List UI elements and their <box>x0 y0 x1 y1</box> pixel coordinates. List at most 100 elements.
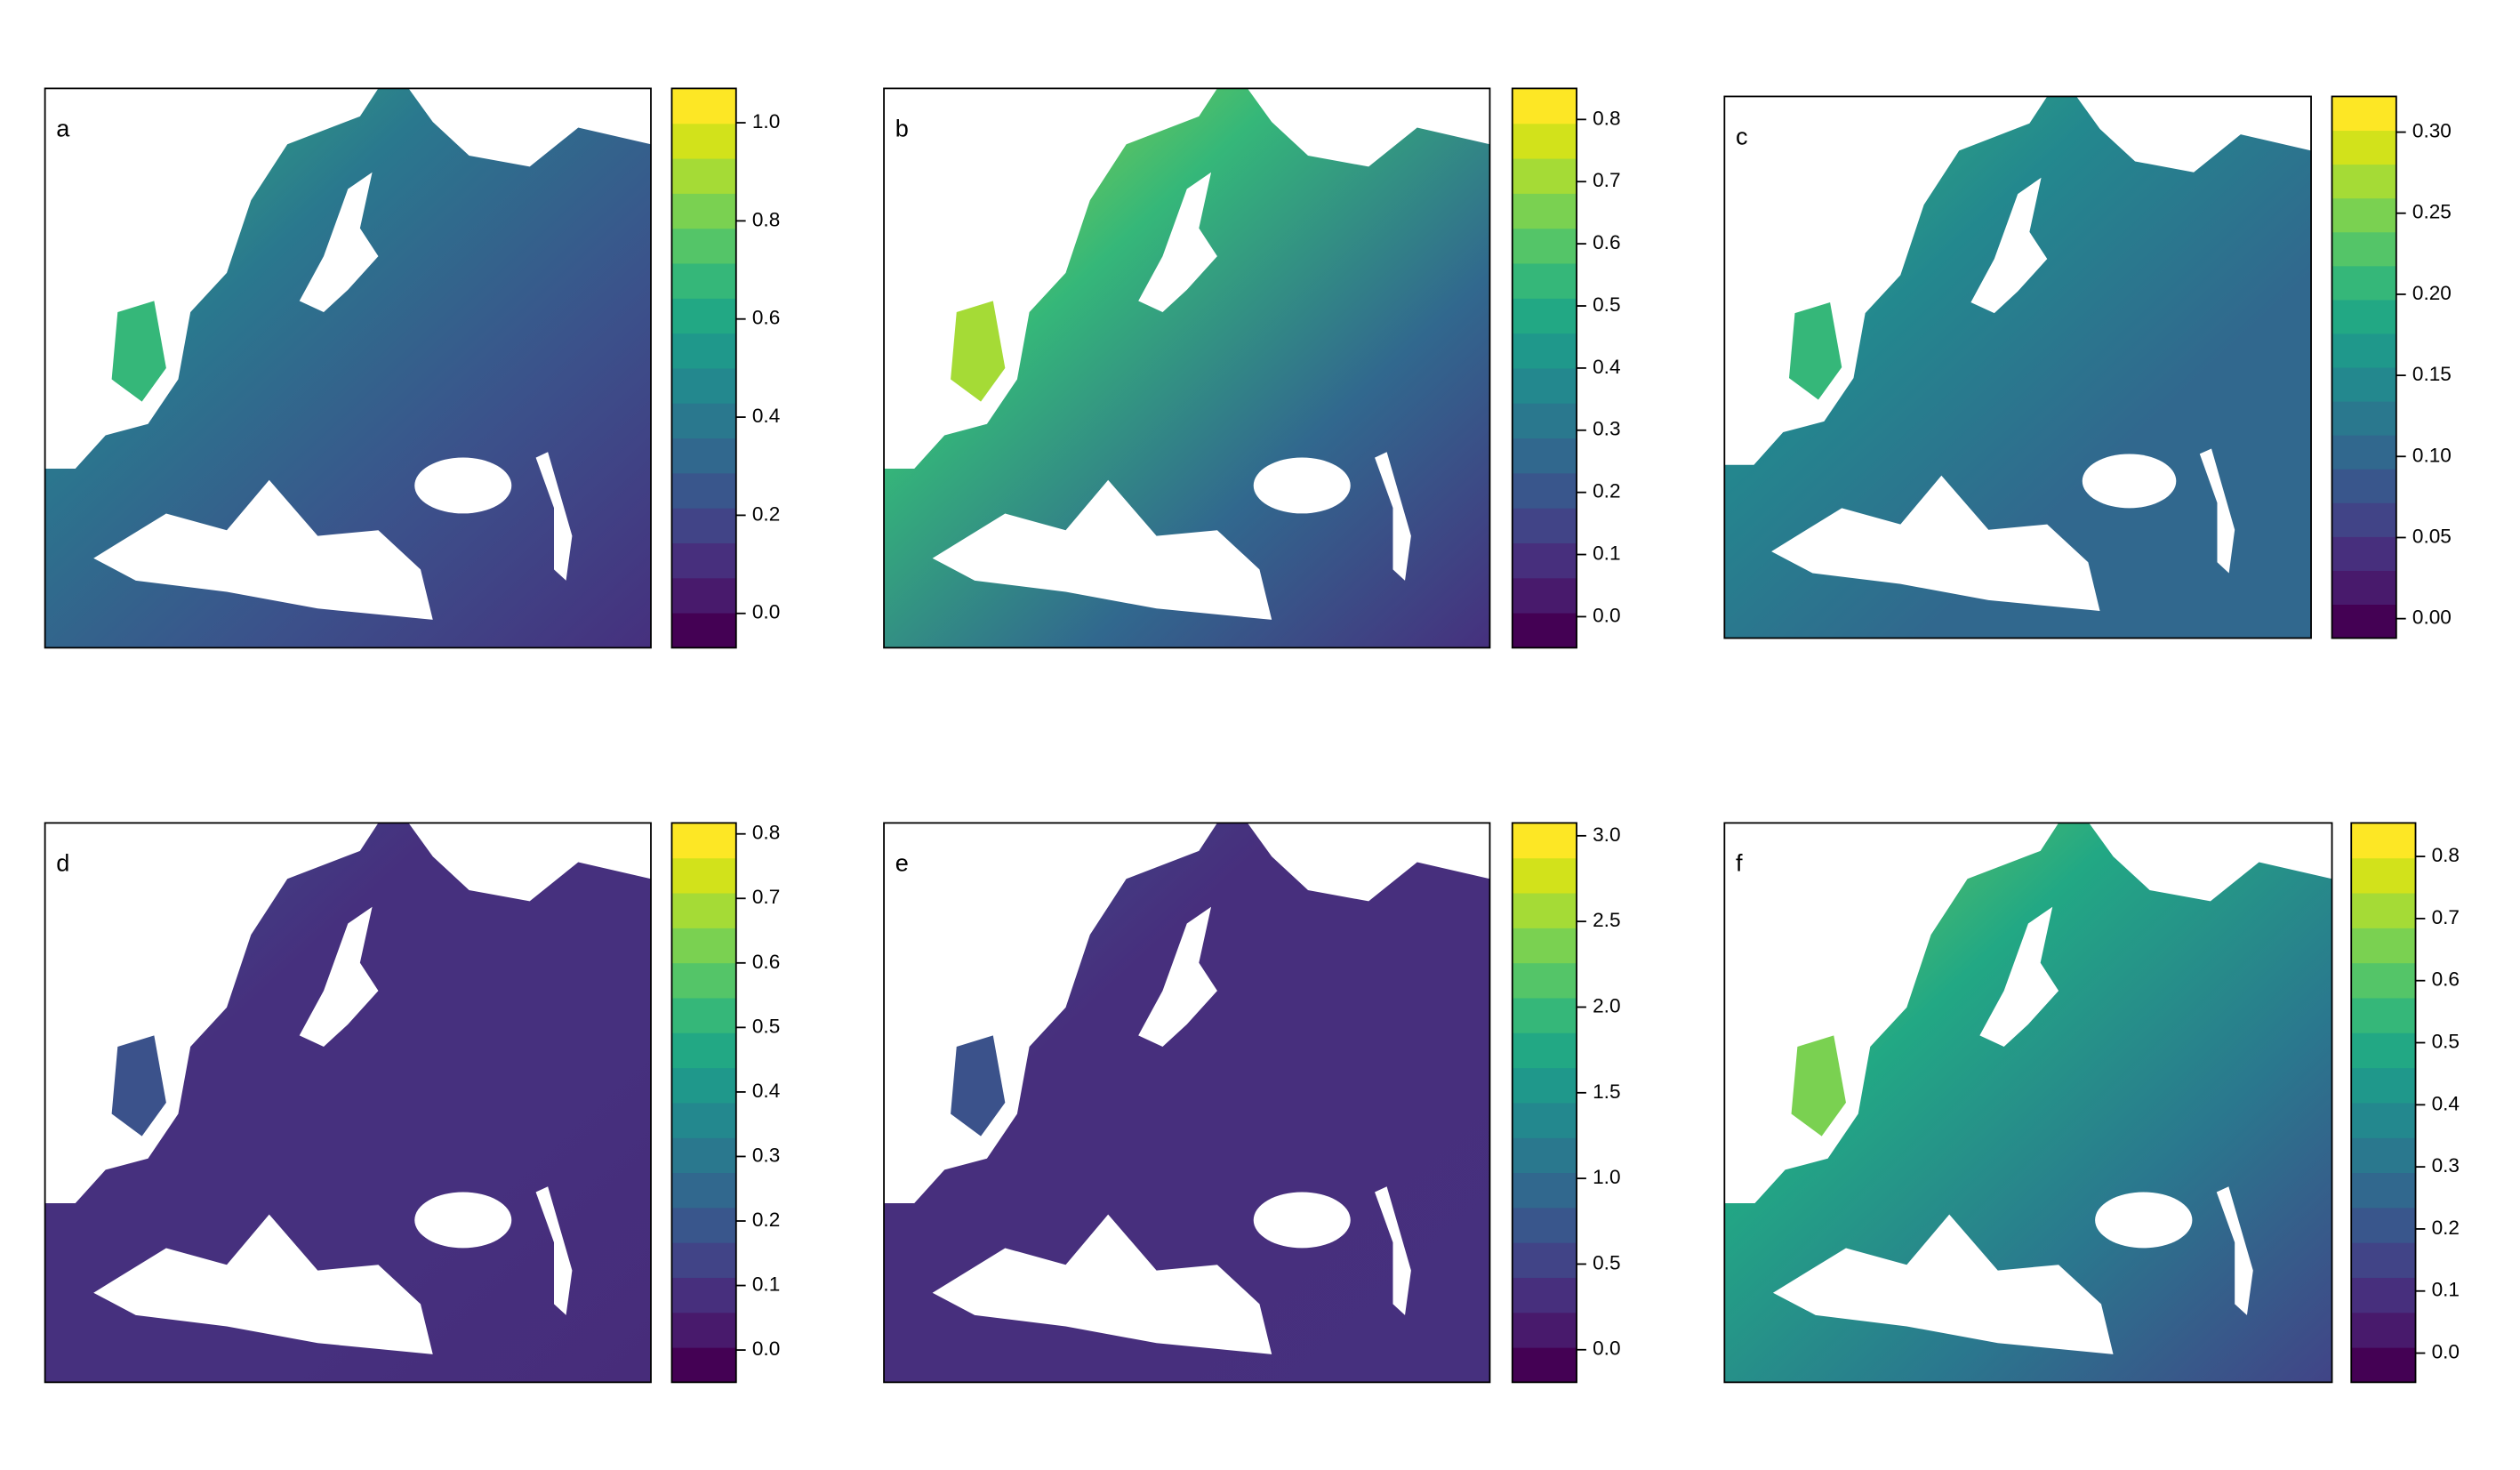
map-frame <box>883 822 1491 1384</box>
colorbar-band <box>2331 536 2396 571</box>
map-sea <box>408 823 651 902</box>
panel-label: b <box>895 115 909 142</box>
map-island <box>1788 301 1842 400</box>
tick-label: 2.0 <box>1593 994 1620 1016</box>
colorbar-band <box>671 438 736 474</box>
colorbar-band <box>671 1347 736 1383</box>
tick-label: 0.1 <box>752 1273 780 1296</box>
map-frame <box>44 822 652 1384</box>
tick-label: 1.5 <box>1593 1080 1620 1103</box>
colorbar-band <box>1512 367 1577 404</box>
colorbar-band <box>2331 231 2396 267</box>
colorbar-band <box>1512 298 1577 334</box>
colorbar-band <box>1512 577 1577 614</box>
tick-label: 2.5 <box>1593 909 1620 931</box>
tick-label: 0.20 <box>2412 282 2452 304</box>
tick-label: 0.0 <box>2432 1341 2460 1363</box>
map-sea <box>2082 454 2177 509</box>
panel-label: f <box>1736 849 1743 877</box>
map-sea <box>1138 906 1217 1047</box>
colorbar-band <box>671 193 736 229</box>
colorbar-band <box>671 997 736 1033</box>
panel: a 0.0 0.2 0.4 0.6 0.8 1.0 <box>44 87 780 649</box>
colorbar-band <box>1512 228 1577 264</box>
colorbar-band <box>2331 401 2396 436</box>
map-sea <box>932 479 1272 620</box>
colorbar-band <box>1512 962 1577 999</box>
map-frame <box>1723 822 2333 1384</box>
colorbar-band <box>1512 1277 1577 1313</box>
colorbar-band <box>2351 1102 2416 1138</box>
map-sea <box>2199 448 2235 574</box>
colorbar-band <box>2331 265 2396 301</box>
colorbar-band <box>1512 158 1577 194</box>
tick-label: 0.0 <box>1593 1337 1620 1360</box>
colorbar-band <box>2351 1242 2416 1278</box>
tick-label: 0.2 <box>752 1209 780 1231</box>
colorbar-band <box>2351 1277 2416 1313</box>
panel: f 0.0 0.1 0.2 0.3 0.4 0.5 0.6 0.7 0.8 <box>1723 822 2460 1384</box>
colorbar-band <box>1512 333 1577 369</box>
colorbar-band <box>671 508 736 543</box>
tick-label: 0.3 <box>752 1144 780 1166</box>
colorbar-band <box>671 333 736 369</box>
colorbar-band <box>671 1172 736 1209</box>
tick-label: 0.0 <box>752 601 780 623</box>
tick-label: 0.8 <box>1593 107 1620 129</box>
colorbar-band <box>671 1032 736 1069</box>
tick-label: 0.4 <box>752 405 780 427</box>
colorbar-band <box>2351 1067 2416 1104</box>
colorbar-band <box>671 123 736 159</box>
tick-label: 0.3 <box>2432 1154 2460 1177</box>
map-island <box>111 1035 166 1137</box>
colorbar-band <box>2351 1207 2416 1243</box>
colorbar-band <box>2331 435 2396 470</box>
map-sea <box>414 1192 512 1249</box>
colorbar-band <box>1512 1347 1577 1383</box>
colorbar-band <box>1512 1242 1577 1278</box>
tick-label: 0.1 <box>2432 1279 2460 1301</box>
colorbar-band <box>671 1277 736 1313</box>
map-sea <box>299 172 379 312</box>
tick-label: 0.5 <box>752 1015 780 1037</box>
map-island <box>951 301 1006 402</box>
map-island <box>111 301 166 402</box>
colorbar-band <box>671 262 736 299</box>
colorbar-band <box>671 613 736 648</box>
panel-label: d <box>56 849 69 877</box>
colorbar-band <box>1512 997 1577 1033</box>
colorbar-band <box>1512 542 1577 579</box>
map-island <box>1791 1035 1846 1137</box>
colorbar-band <box>2351 962 2416 999</box>
map-frame <box>44 87 652 649</box>
tick-label: 0.7 <box>1593 169 1620 191</box>
colorbar-band <box>2351 1137 2416 1174</box>
colorbar-band <box>2331 502 2396 537</box>
tick-label: 0.3 <box>1593 418 1620 440</box>
map <box>884 88 1490 648</box>
map-sea <box>1771 475 2100 611</box>
colorbar-band <box>671 1312 736 1348</box>
colorbar-band <box>671 962 736 999</box>
colorbar-band <box>671 88 736 125</box>
map <box>44 823 651 1383</box>
panel-label: c <box>1736 123 1748 150</box>
tick-label: 1.0 <box>752 110 780 133</box>
colorbar-band <box>1512 262 1577 299</box>
colorbar-band <box>671 472 736 509</box>
colorbar-band <box>671 857 736 894</box>
colorbar-band <box>1512 438 1577 474</box>
panel: d 0.0 0.1 0.2 0.3 0.4 0.5 0.6 0.7 0.8 <box>44 822 780 1384</box>
colorbar-frame <box>670 822 737 1384</box>
colorbar-band <box>1512 1137 1577 1174</box>
tick-label: 0.25 <box>2412 201 2452 223</box>
map <box>1724 823 2332 1383</box>
colorbar-band <box>1512 193 1577 229</box>
map-sea <box>1253 1192 1351 1249</box>
map-sea <box>93 1214 433 1354</box>
map-sea <box>1247 88 1490 167</box>
colorbar-band <box>2331 299 2396 334</box>
panel: b 0.0 0.1 0.2 0.3 0.4 0.5 0.6 0.7 0.8 <box>883 87 1621 649</box>
map-sea <box>2076 96 2312 173</box>
colorbar-band <box>671 367 736 404</box>
